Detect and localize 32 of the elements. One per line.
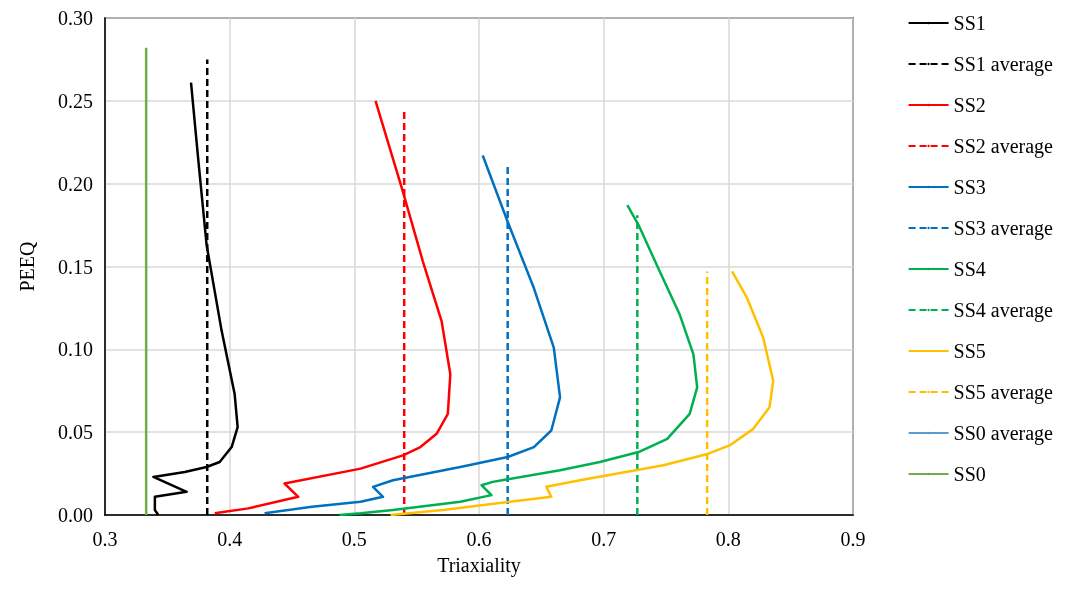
y-tick-label: 0.30	[58, 7, 93, 29]
legend-label: SS1	[953, 12, 986, 34]
y-tick-label: 0.20	[58, 172, 93, 195]
legend-label: SS2	[953, 94, 986, 116]
x-tick-label: 0.9	[840, 528, 866, 550]
y-tick-label: 0.00	[58, 504, 93, 526]
legend-label: SS5	[953, 340, 986, 362]
x-tick-label: 0.4	[217, 528, 243, 550]
y-axis-title: PEEQ	[16, 240, 38, 292]
legend-label: SS4 average	[953, 299, 1054, 322]
legend-label: SS0	[953, 463, 986, 485]
legend-label: SS3	[953, 176, 986, 198]
legend-label: SS2 average	[953, 135, 1054, 158]
y-tick-label: 0.15	[58, 255, 93, 278]
legend-label: SS0 average	[953, 422, 1054, 445]
x-tick-label: 0.5	[341, 528, 367, 550]
y-tick-label: 0.05	[58, 421, 93, 444]
x-tick-label: 0.6	[466, 528, 492, 550]
legend-label: SS3 average	[953, 217, 1054, 240]
line-series	[338, 203, 699, 517]
x-axis-title: Triaxiality	[437, 554, 521, 577]
legend-label: SS4	[953, 258, 986, 280]
line-series	[213, 99, 452, 515]
y-tick-label: 0.10	[58, 338, 93, 361]
y-tick-label: 0.25	[58, 89, 93, 112]
legend-label: SS5 average	[953, 381, 1054, 404]
legend-label: SS1 average	[953, 53, 1054, 76]
x-tick-label: 0.3	[92, 528, 118, 550]
x-tick-label: 0.8	[715, 528, 741, 550]
line-series	[263, 154, 562, 515]
x-tick-label: 0.7	[591, 528, 617, 550]
line-series	[389, 270, 775, 517]
